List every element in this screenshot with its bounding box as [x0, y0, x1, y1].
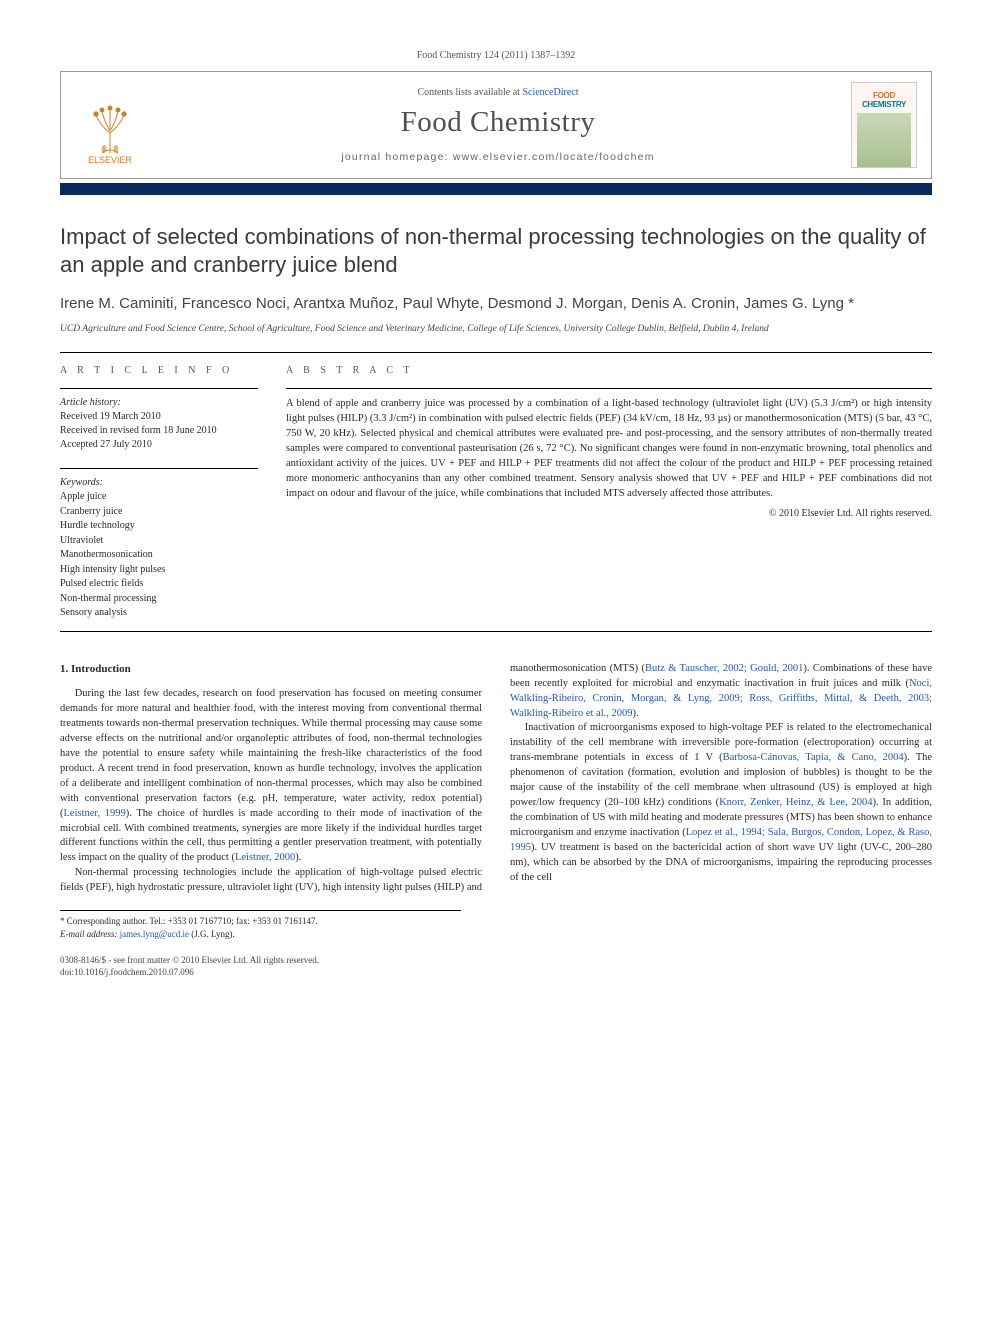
body-paragraph: Inactivation of microorganisms exposed t…	[510, 721, 932, 885]
article-info-label: A R T I C L E I N F O	[60, 365, 258, 376]
corresponding-email-link[interactable]: james.lyng@ucd.ie	[120, 929, 189, 939]
email-line: E-mail address: james.lyng@ucd.ie (J.G. …	[60, 928, 461, 941]
article-info-column: A R T I C L E I N F O Article history: R…	[60, 365, 258, 621]
publisher-logo: ELSEVIER	[75, 85, 145, 165]
history-accepted: Accepted 27 July 2010	[60, 438, 258, 452]
keyword: Hurdle technology	[60, 519, 258, 534]
body-two-column: 1. Introduction During the last few deca…	[60, 662, 932, 896]
body-text: ).	[633, 708, 639, 719]
publisher-name: ELSEVIER	[88, 155, 132, 165]
sciencedirect-link[interactable]: ScienceDirect	[522, 87, 578, 98]
article-title: Impact of selected combinations of non-t…	[60, 223, 932, 279]
affiliation: UCD Agriculture and Food Science Centre,…	[60, 324, 932, 334]
history-block: Article history: Received 19 March 2010 …	[60, 388, 258, 452]
front-matter-line: 0308-8146/$ - see front matter © 2010 El…	[60, 954, 932, 966]
abstract-text: A blend of apple and cranberry juice was…	[286, 388, 932, 501]
masthead: ELSEVIER Contents lists available at Sci…	[60, 71, 932, 179]
homepage-url: www.elsevier.com/locate/foodchem	[453, 151, 655, 163]
keyword: Ultraviolet	[60, 534, 258, 549]
keyword: Manothermosonication	[60, 548, 258, 563]
history-received: Received 19 March 2010	[60, 410, 258, 424]
citation-link[interactable]: Butz & Tauscher, 2002; Gould, 2001	[645, 663, 803, 674]
keyword: Pulsed electric fields	[60, 577, 258, 592]
masthead-center: Contents lists available at ScienceDirec…	[161, 87, 835, 163]
body-text: During the last few decades, research on…	[60, 688, 482, 818]
keyword: Sensory analysis	[60, 606, 258, 621]
author-list: Irene M. Caminiti, Francesco Noci, Arant…	[60, 293, 932, 314]
abstract-label: A B S T R A C T	[286, 365, 932, 376]
body-text: ).	[295, 852, 301, 863]
footnotes: * Corresponding author. Tel.: +353 01 71…	[60, 910, 461, 940]
copyright-line: © 2010 Elsevier Ltd. All rights reserved…	[286, 508, 932, 519]
email-label: E-mail address:	[60, 929, 117, 939]
homepage-prefix: journal homepage:	[341, 151, 453, 163]
cover-word-food: FOOD	[873, 91, 895, 100]
doi-line: doi:10.1016/j.foodchem.2010.07.096	[60, 966, 932, 978]
keyword: Non-thermal processing	[60, 592, 258, 607]
keywords-block: Keywords: Apple juice Cranberry juice Hu…	[60, 468, 258, 621]
page-root: Food Chemistry 124 (2011) 1387–1392	[0, 0, 992, 1019]
journal-title: Food Chemistry	[161, 106, 835, 139]
contents-line: Contents lists available at ScienceDirec…	[161, 87, 835, 98]
body-paragraph: During the last few decades, research on…	[60, 687, 482, 866]
citation-link[interactable]: Leistner, 1999	[64, 808, 126, 819]
cover-word-chemistry: CHEMISTRY	[862, 100, 906, 109]
citation-link[interactable]: Knorr, Zenker, Heinz, & Lee, 2004	[719, 797, 872, 808]
email-suffix: (J.G. Lyng).	[191, 929, 235, 939]
contents-prefix: Contents lists available at	[417, 87, 522, 98]
divider	[60, 352, 932, 353]
body-text: ). UV treatment is based on the bacteric…	[510, 842, 932, 883]
navy-rule-bar	[60, 183, 932, 195]
elsevier-tree-icon	[86, 103, 134, 155]
abstract-column: A B S T R A C T A blend of apple and cra…	[286, 365, 932, 621]
keywords-heading: Keywords:	[60, 477, 258, 488]
homepage-line: journal homepage: www.elsevier.com/locat…	[161, 151, 835, 163]
meta-abstract-row: A R T I C L E I N F O Article history: R…	[60, 365, 932, 621]
keyword: Cranberry juice	[60, 505, 258, 520]
citation-link[interactable]: Leistner, 2000	[235, 852, 295, 863]
corresponding-author: * Corresponding author. Tel.: +353 01 71…	[60, 915, 461, 928]
section-heading: 1. Introduction	[60, 662, 482, 678]
history-revised: Received in revised form 18 June 2010	[60, 424, 258, 438]
cover-image-placeholder	[857, 113, 911, 167]
history-heading: Article history:	[60, 397, 258, 408]
divider	[60, 631, 932, 632]
journal-cover-thumbnail: FOOD CHEMISTRY	[851, 82, 917, 168]
keyword: Apple juice	[60, 490, 258, 505]
page-footer: 0308-8146/$ - see front matter © 2010 El…	[60, 954, 932, 978]
citation-link[interactable]: Barbosa-Cánovas, Tapia, & Cano, 2004	[723, 752, 904, 763]
running-head: Food Chemistry 124 (2011) 1387–1392	[60, 50, 932, 61]
keyword: High intensity light pulses	[60, 563, 258, 578]
